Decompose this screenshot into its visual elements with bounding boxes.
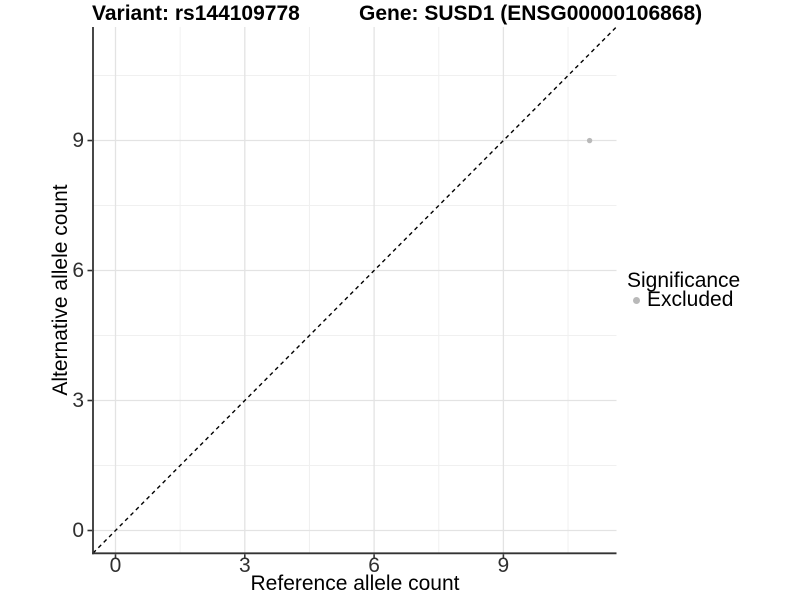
identity-line xyxy=(92,26,617,554)
x-axis-title: Reference allele count xyxy=(250,572,460,595)
legend-title: Significance xyxy=(627,269,741,292)
x-tick-label: 0 xyxy=(109,554,122,577)
y-tick-label: 9 xyxy=(72,128,84,152)
variant-title: Variant: rs144109778 xyxy=(92,2,300,25)
x-tick-label: 3 xyxy=(238,554,251,577)
y-tick-label: 6 xyxy=(72,258,84,282)
legend: Significance Excluded xyxy=(627,268,777,328)
y-tick-label: 3 xyxy=(72,388,84,412)
legend-key-dot-icon xyxy=(633,296,640,304)
gene-title: Gene: SUSD1 (ENSG00000106868) xyxy=(359,2,703,25)
legend-item-label: Excluded xyxy=(647,288,734,311)
y-axis-title: Alternative allele count xyxy=(49,184,72,396)
x-tick-label: 6 xyxy=(368,554,380,577)
data-point xyxy=(586,137,593,144)
legend-item-excluded: Excluded xyxy=(627,288,733,312)
y-tick-label: 0 xyxy=(72,518,84,542)
x-tick-label: 9 xyxy=(497,554,510,577)
